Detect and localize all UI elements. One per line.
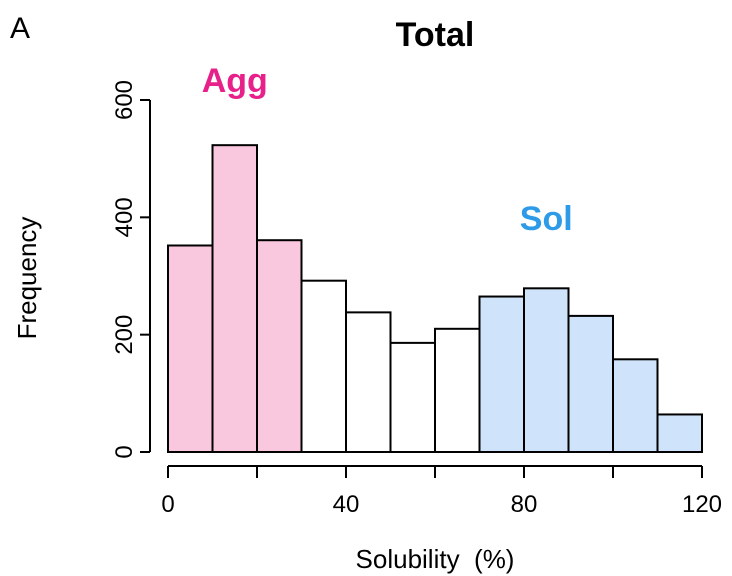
- x-tick-label-40: 40: [333, 491, 360, 518]
- histogram-bar-10-20: [211, 144, 258, 453]
- y-tick-label-0: 0: [111, 445, 138, 458]
- y-tick-label-200: 200: [111, 315, 138, 355]
- y-tick-label-600: 600: [111, 80, 138, 120]
- histogram-bar-70-80: [478, 295, 525, 453]
- annotation-agg: Agg: [202, 62, 268, 100]
- panel-label: A: [10, 12, 30, 45]
- histogram-bar-30-40: [300, 279, 347, 453]
- histogram-bar-0-10: [167, 244, 214, 453]
- bars-group: [167, 144, 703, 454]
- histogram-bar-90-100: [567, 314, 614, 454]
- y-axis: 0 200 400 600: [111, 80, 151, 459]
- histogram-bar-50-60: [389, 341, 436, 454]
- annotation-sol: Sol: [520, 200, 573, 238]
- histogram-bar-100-110: [612, 358, 659, 454]
- x-axis-label: Solubility (%): [356, 544, 515, 574]
- chart-title: Total: [396, 16, 475, 54]
- y-axis-label: Frequency: [12, 217, 42, 340]
- x-tick-label-120: 120: [682, 491, 722, 518]
- histogram-bar-110-120: [656, 413, 703, 454]
- histogram-bar-20-30: [256, 239, 303, 453]
- x-tick-label-80: 80: [511, 491, 538, 518]
- histogram-bar-40-50: [345, 311, 392, 453]
- y-tick-label-400: 400: [111, 197, 138, 237]
- x-tick-label-0: 0: [161, 491, 174, 518]
- histogram-bar-60-70: [434, 327, 481, 453]
- x-axis: 0 40 80 120: [161, 465, 722, 518]
- annotations-group: Agg Sol: [202, 62, 573, 238]
- histogram-bar-80-90: [523, 287, 570, 453]
